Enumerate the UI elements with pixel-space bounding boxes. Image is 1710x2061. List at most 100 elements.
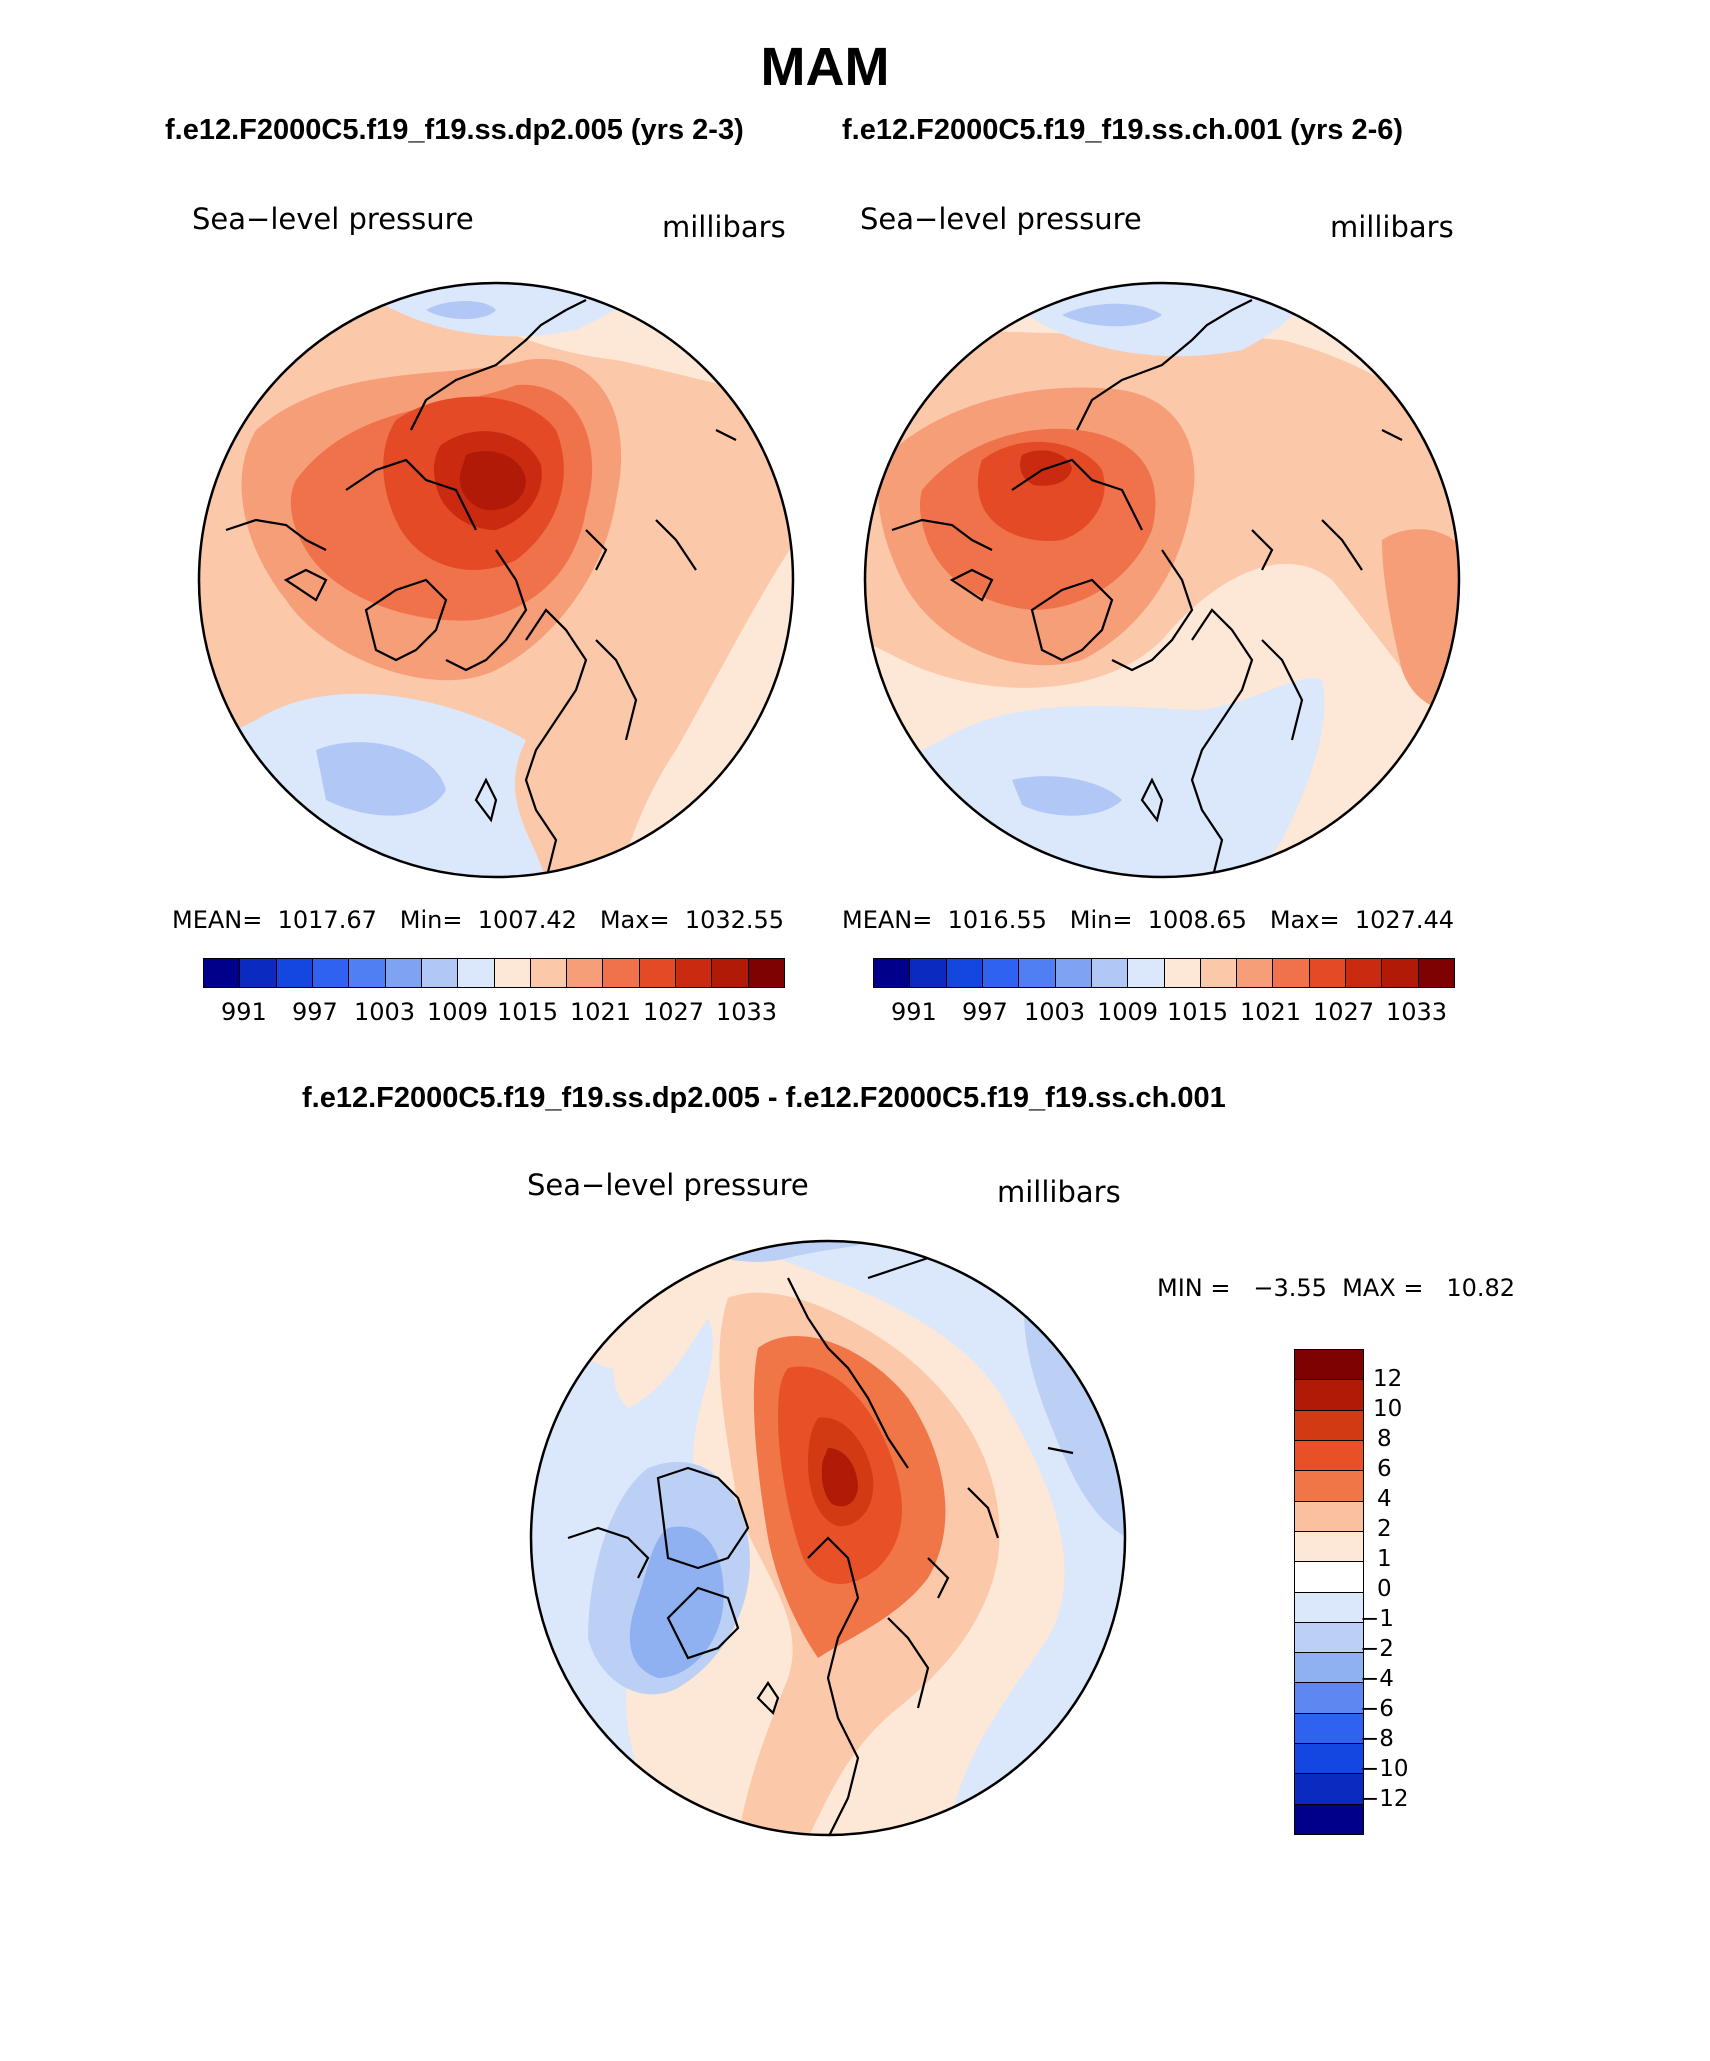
left-colorbar-tick: 1021 — [570, 998, 632, 1026]
right-colorbar-tick: 1003 — [1024, 998, 1086, 1026]
diff-units-label: millibars — [997, 1175, 1121, 1209]
right-polar-map — [863, 281, 1461, 879]
diff-colorbar-box — [1295, 1350, 1363, 1381]
right-colorbar-box — [1091, 959, 1129, 987]
right-colorbar-box — [1273, 959, 1310, 987]
left-colorbar-box — [676, 959, 713, 987]
left-map-border — [197, 281, 795, 879]
diff-colorbar-box — [1295, 1653, 1363, 1684]
diff-colorbar-tick: 1 — [1377, 1546, 1392, 1572]
right-map-border — [863, 281, 1461, 879]
left-colorbar — [203, 958, 785, 988]
left-colorbar-box — [204, 959, 241, 987]
left-colorbar-tick: 1003 — [354, 998, 416, 1026]
diff-colorbar-box — [1295, 1622, 1363, 1654]
diff-colorbar-box — [1295, 1440, 1363, 1472]
diff-colorbar-tick: −10 — [1360, 1756, 1409, 1782]
left-colorbar-box — [603, 959, 640, 987]
left-colorbar-box — [385, 959, 422, 987]
right-colorbar-box — [874, 959, 911, 987]
left-colorbar-box — [639, 959, 677, 987]
left-colorbar-box — [349, 959, 386, 987]
left-colorbar-box — [458, 959, 495, 987]
right-colorbar-box — [1200, 959, 1238, 987]
subtitle-right: f.e12.F2000C5.f19_f19.ss.ch.001 (yrs 2-6… — [842, 114, 1404, 146]
left-colorbar-tick: 1027 — [643, 998, 705, 1026]
right-colorbar-box — [1019, 959, 1056, 987]
right-colorbar-box — [1346, 959, 1383, 987]
left-colorbar-box — [421, 959, 459, 987]
main-title: MAM — [760, 37, 890, 97]
left-colorbar-box — [712, 959, 749, 987]
left-colorbar-tick: 1033 — [716, 998, 778, 1026]
right-colorbar-box — [1418, 959, 1454, 987]
diff-colorbar-tick: 6 — [1377, 1456, 1392, 1482]
right-colorbar-tick: 997 — [962, 998, 1008, 1026]
diff-colorbar-tick: −8 — [1360, 1726, 1394, 1752]
right-field-high-3 — [977, 441, 1105, 541]
subtitle-left: f.e12.F2000C5.f19_f19.ss.dp2.005 (yrs 2-… — [165, 114, 744, 146]
diff-colorbar — [1294, 1349, 1364, 1835]
right-colorbar-tick: 1027 — [1313, 998, 1375, 1026]
diff-colorbar-box — [1295, 1410, 1363, 1441]
right-colorbar-box — [1164, 959, 1201, 987]
diff-field-neg-east — [1024, 1278, 1125, 1538]
left-units-label: millibars — [662, 210, 786, 244]
right-stats: MEAN= 1016.55 Min= 1008.65 Max= 1027.44 — [842, 906, 1455, 934]
left-colorbar-tick: 1009 — [427, 998, 489, 1026]
right-colorbar — [873, 958, 1455, 988]
diff-field-pos-10 — [821, 1448, 858, 1507]
left-colorbar-box — [494, 959, 531, 987]
diff-map-border — [529, 1239, 1127, 1837]
diff-colorbar-tick: −12 — [1360, 1786, 1409, 1812]
diff-colorbar-box — [1295, 1713, 1363, 1745]
right-colorbar-tick: 1015 — [1167, 998, 1229, 1026]
diff-colorbar-box — [1295, 1531, 1363, 1563]
right-colorbar-box — [1382, 959, 1419, 987]
diff-colorbar-tick: 2 — [1377, 1516, 1392, 1542]
diff-title: f.e12.F2000C5.f19_f19.ss.dp2.005 - f.e12… — [302, 1082, 1226, 1114]
right-colorbar-tick: 1009 — [1097, 998, 1159, 1026]
left-field-low-core — [316, 742, 446, 816]
left-colorbar-tick: 991 — [221, 998, 267, 1026]
diff-colorbar-tick: 4 — [1377, 1486, 1392, 1512]
right-colorbar-box — [1237, 959, 1274, 987]
right-colorbar-box — [946, 959, 983, 987]
left-polar-map — [197, 281, 795, 879]
diff-colorbar-tick: −2 — [1360, 1636, 1394, 1662]
diff-stats: MIN = −3.55 MAX = 10.82 — [1157, 1274, 1516, 1302]
left-colorbar-box — [312, 959, 350, 987]
diff-colorbar-tick: 12 — [1373, 1366, 1403, 1392]
right-field-east-lobe — [1382, 529, 1459, 709]
diff-colorbar-box — [1295, 1501, 1363, 1532]
left-colorbar-box — [567, 959, 604, 987]
right-colorbar-tick: 1033 — [1386, 998, 1448, 1026]
left-field-low-north-core — [426, 301, 496, 319]
diff-colorbar-box — [1295, 1683, 1363, 1714]
diff-polar-map — [529, 1239, 1127, 1837]
right-variable-label: Sea−level pressure — [860, 202, 1142, 236]
diff-variable-label: Sea−level pressure — [527, 1168, 809, 1202]
right-colorbar-box — [1055, 959, 1092, 987]
right-field-low-south-core — [1012, 776, 1122, 816]
diff-colorbar-box — [1295, 1804, 1363, 1834]
left-colorbar-box — [240, 959, 277, 987]
right-colorbar-box — [1309, 959, 1347, 987]
right-colorbar-box — [910, 959, 947, 987]
diff-colorbar-tick: −6 — [1360, 1696, 1394, 1722]
diff-field-neg-west-2 — [629, 1526, 724, 1678]
right-units-label: millibars — [1330, 210, 1454, 244]
right-colorbar-tick: 991 — [891, 998, 937, 1026]
diff-colorbar-box — [1295, 1562, 1363, 1593]
right-colorbar-box — [1128, 959, 1165, 987]
diff-colorbar-tick: 10 — [1373, 1396, 1403, 1422]
left-colorbar-tick: 997 — [292, 998, 338, 1026]
diff-colorbar-box — [1295, 1592, 1363, 1623]
diff-coastlines — [567, 1247, 1074, 1835]
diff-colorbar-tick: −1 — [1360, 1606, 1394, 1632]
left-colorbar-box — [748, 959, 784, 987]
right-colorbar-tick: 1021 — [1240, 998, 1302, 1026]
left-variable-label: Sea−level pressure — [192, 202, 474, 236]
left-colorbar-box — [276, 959, 313, 987]
diff-colorbar-tick: −4 — [1360, 1666, 1394, 1692]
